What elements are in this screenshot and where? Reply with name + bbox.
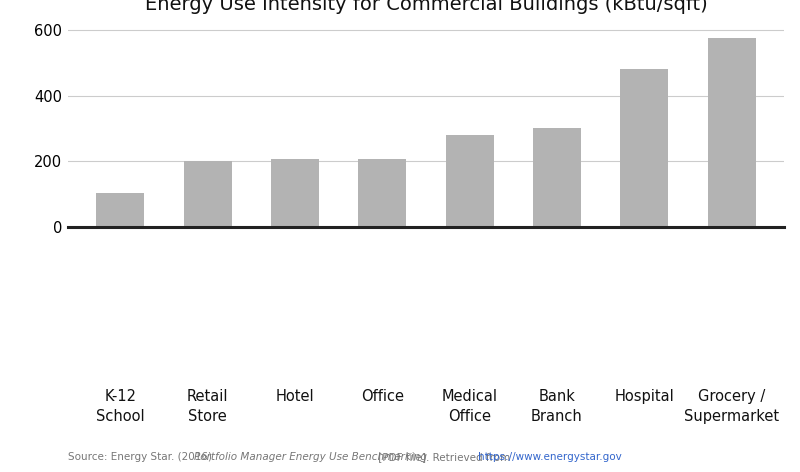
Bar [707,38,756,227]
Text: [PDF file]. Retrieved from: [PDF file]. Retrieved from [375,452,514,462]
Bar [96,193,145,227]
Text: Hotel: Hotel [276,389,314,405]
Text: Grocery /
Supermarket: Grocery / Supermarket [684,389,779,424]
Bar [620,69,668,227]
Bar [533,128,581,227]
Title: Energy Use Intensity for Commercial Buildings (kBtu/sqft): Energy Use Intensity for Commercial Buil… [145,0,707,14]
Bar [271,160,319,227]
Text: Bank
Branch: Bank Branch [531,389,583,424]
Bar [358,160,406,227]
Text: Hospital: Hospital [614,389,674,405]
Bar [184,161,232,227]
Text: Retail
Store: Retail Store [187,389,229,424]
Text: Medical
Office: Medical Office [442,389,498,424]
Text: Portfolio Manager Energy Use Benchmarking: Portfolio Manager Energy Use Benchmarkin… [194,452,427,462]
Bar [446,135,494,227]
Text: Source: Energy Star. (2016).: Source: Energy Star. (2016). [68,452,218,462]
Text: https://www.energystar.gov: https://www.energystar.gov [478,452,622,462]
Text: Office: Office [361,389,404,405]
Text: K-12
School: K-12 School [96,389,145,424]
